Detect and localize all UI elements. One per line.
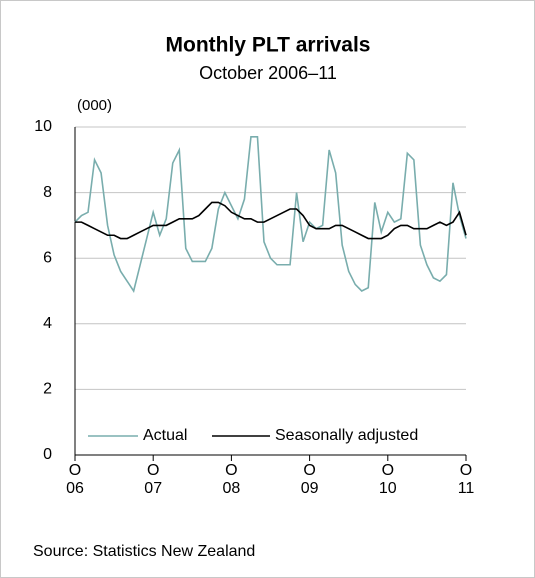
- x-tick-label: 08: [223, 480, 241, 497]
- legend: Actual Seasonally adjusted: [84, 424, 466, 448]
- x-tick-label: 10: [379, 480, 397, 497]
- series-line: [74, 136, 467, 293]
- x-tick-label: 06: [66, 480, 84, 497]
- legend-label: Seasonally adjusted: [275, 427, 418, 444]
- y-tick-label: 2: [43, 381, 52, 398]
- y-tick-label: 8: [43, 184, 52, 201]
- y-tick-label: 6: [43, 249, 52, 266]
- source-note: Source: Statistics New Zealand: [33, 543, 255, 560]
- x-tick-label: O: [225, 462, 237, 479]
- x-tick-label: O: [69, 462, 81, 479]
- chart-title: Monthly PLT arrivals: [166, 34, 371, 57]
- y-tick-label: 0: [43, 446, 52, 463]
- x-tick-label: O: [303, 462, 315, 479]
- x-tick-label: O: [460, 462, 472, 479]
- series-line: [75, 201, 467, 240]
- y-tick-label: 4: [43, 315, 52, 332]
- y-tick-label: 10: [34, 118, 52, 135]
- x-tick-label: 09: [301, 480, 319, 497]
- x-tick-label: O: [382, 462, 394, 479]
- chart-subtitle: October 2006–11: [199, 63, 337, 83]
- legend-label: Actual: [143, 427, 187, 444]
- x-tick-label: O: [147, 462, 159, 479]
- y-unit-label: (000): [77, 97, 112, 114]
- x-tick-label: 07: [144, 480, 162, 497]
- x-tick-label: 11: [458, 480, 475, 497]
- legend-background: [84, 424, 466, 448]
